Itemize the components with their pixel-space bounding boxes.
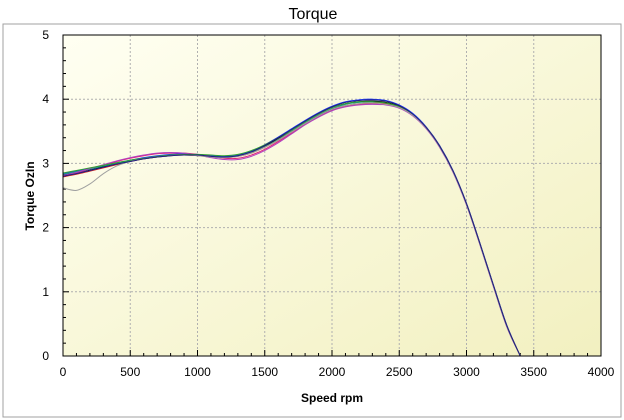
x-tick-label: 2500 xyxy=(386,365,413,379)
y-tick-label: 5 xyxy=(42,28,49,42)
y-tick-label: 3 xyxy=(42,156,49,170)
x-tick-label: 3000 xyxy=(453,365,480,379)
x-tick-label: 500 xyxy=(120,365,140,379)
y-tick-label: 2 xyxy=(42,221,49,235)
x-tick-label: 2000 xyxy=(319,365,346,379)
plot-border xyxy=(62,34,602,357)
x-tick-label: 4000 xyxy=(588,365,615,379)
chart-title: Torque xyxy=(289,6,338,23)
grid-lines xyxy=(63,35,601,356)
y-axis-label: Torque OzIn xyxy=(23,161,37,230)
x-tick-label: 3500 xyxy=(520,365,547,379)
y-tick-label: 0 xyxy=(42,349,49,363)
y-tick-label: 4 xyxy=(42,92,49,106)
series-group xyxy=(62,98,521,357)
x-axis-label: Speed rpm xyxy=(301,391,363,405)
x-tick-label: 1000 xyxy=(184,365,211,379)
series-line-9 xyxy=(62,99,521,357)
y-tick-label: 1 xyxy=(42,285,49,299)
x-tick-label: 0 xyxy=(60,365,67,379)
axis-ticks: 0 500 1000 1500 2000 2500 3000 3500 4000 0 1 2 3 4 5 xyxy=(42,28,614,379)
x-tick-label: 1500 xyxy=(251,365,278,379)
